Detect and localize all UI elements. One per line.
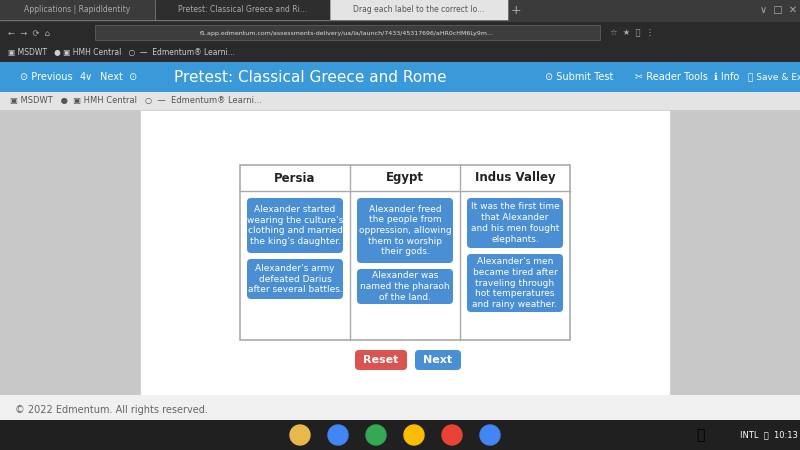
FancyBboxPatch shape [467, 254, 563, 312]
Text: Applications | RapidIdentity: Applications | RapidIdentity [24, 5, 130, 14]
Circle shape [442, 425, 462, 445]
Text: Alexander freed
the people from
oppression, allowing
them to worship
their gods.: Alexander freed the people from oppressi… [358, 204, 451, 256]
Bar [0, 395, 800, 425]
Bar [240, 165, 570, 340]
FancyBboxPatch shape [247, 198, 343, 253]
Bar [330, 0, 508, 20]
Circle shape [290, 425, 310, 445]
Text: ▣ MSDWT   ●  ▣ HMH Central   ○  —  Edmentum® Learni...: ▣ MSDWT ● ▣ HMH Central ○ — Edmentum® Le… [10, 96, 262, 105]
Text: Next: Next [423, 355, 453, 365]
Text: ✂ Reader Tools: ✂ Reader Tools [635, 72, 708, 82]
Bar [95, 25, 600, 40]
Text: ▣ MSDWT   ● ▣ HMH Central   ○  —  Edmentum® Learni...: ▣ MSDWT ● ▣ HMH Central ○ — Edmentum® Le… [8, 49, 235, 58]
Bar [0, 420, 800, 450]
Text: Indus Valley: Indus Valley [474, 171, 555, 184]
Text: ⏻ Save & Exit: ⏻ Save & Exit [748, 72, 800, 81]
Bar [0, 22, 800, 44]
Text: Persia: Persia [274, 171, 316, 184]
Circle shape [328, 425, 348, 445]
Text: ⊙ Previous: ⊙ Previous [20, 72, 73, 82]
Text: INTL  🔊  10:13: INTL 🔊 10:13 [740, 431, 798, 440]
FancyBboxPatch shape [357, 269, 453, 304]
FancyBboxPatch shape [467, 198, 563, 248]
Text: ⊙ Submit Test: ⊙ Submit Test [545, 72, 614, 82]
Text: Drag each label to the correct lo...: Drag each label to the correct lo... [354, 5, 485, 14]
Text: Alexander’s men
became tired after
traveling through
hot temperatures
and rainy : Alexander’s men became tired after trave… [473, 257, 558, 309]
Bar [0, 0, 800, 22]
Text: Alexander’s army
defeated Darius
after several battles.: Alexander’s army defeated Darius after s… [248, 264, 342, 294]
Text: Alexander was
named the pharaoh
of the land.: Alexander was named the pharaoh of the l… [360, 271, 450, 302]
Text: Alexander started
wearing the culture’s
clothing and married
the king’s daughter: Alexander started wearing the culture’s … [247, 205, 343, 246]
Bar [0, 44, 800, 62]
Text: 🎤: 🎤 [696, 428, 704, 442]
Circle shape [480, 425, 500, 445]
Text: ←  →  ⟳  ⌂: ← → ⟳ ⌂ [8, 28, 50, 37]
Bar [0, 0, 155, 20]
Bar [0, 92, 800, 110]
Text: f1.app.edmentum.com/assessments-delivery/ua/la/launch/7433/45317696/aHR0cHM6Ly9m: f1.app.edmentum.com/assessments-delivery… [200, 31, 494, 36]
Bar [155, 0, 330, 20]
Bar [140, 110, 670, 395]
Text: ☆  ★  🔖  ⋮: ☆ ★ 🔖 ⋮ [610, 28, 654, 37]
Text: Pretest: Classical Greece and Rome: Pretest: Classical Greece and Rome [174, 69, 446, 85]
Text: ∨  □  ✕: ∨ □ ✕ [760, 5, 797, 15]
Text: +: + [510, 4, 522, 17]
Circle shape [366, 425, 386, 445]
Bar [0, 62, 800, 92]
Text: Reset: Reset [363, 355, 398, 365]
FancyBboxPatch shape [247, 259, 343, 299]
Text: Next  ⊙: Next ⊙ [100, 72, 138, 82]
Text: Egypt: Egypt [386, 171, 424, 184]
Circle shape [404, 425, 424, 445]
Text: ℹ Info: ℹ Info [714, 72, 739, 82]
Text: © 2022 Edmentum. All rights reserved.: © 2022 Edmentum. All rights reserved. [15, 405, 208, 415]
FancyBboxPatch shape [355, 350, 407, 370]
Text: 4∨: 4∨ [80, 72, 94, 82]
FancyBboxPatch shape [357, 198, 453, 263]
Text: It was the first time
that Alexander
and his men fought
elephants.: It was the first time that Alexander and… [470, 202, 559, 243]
FancyBboxPatch shape [415, 350, 461, 370]
Text: Pretest: Classical Greece and Ri...: Pretest: Classical Greece and Ri... [178, 5, 307, 14]
